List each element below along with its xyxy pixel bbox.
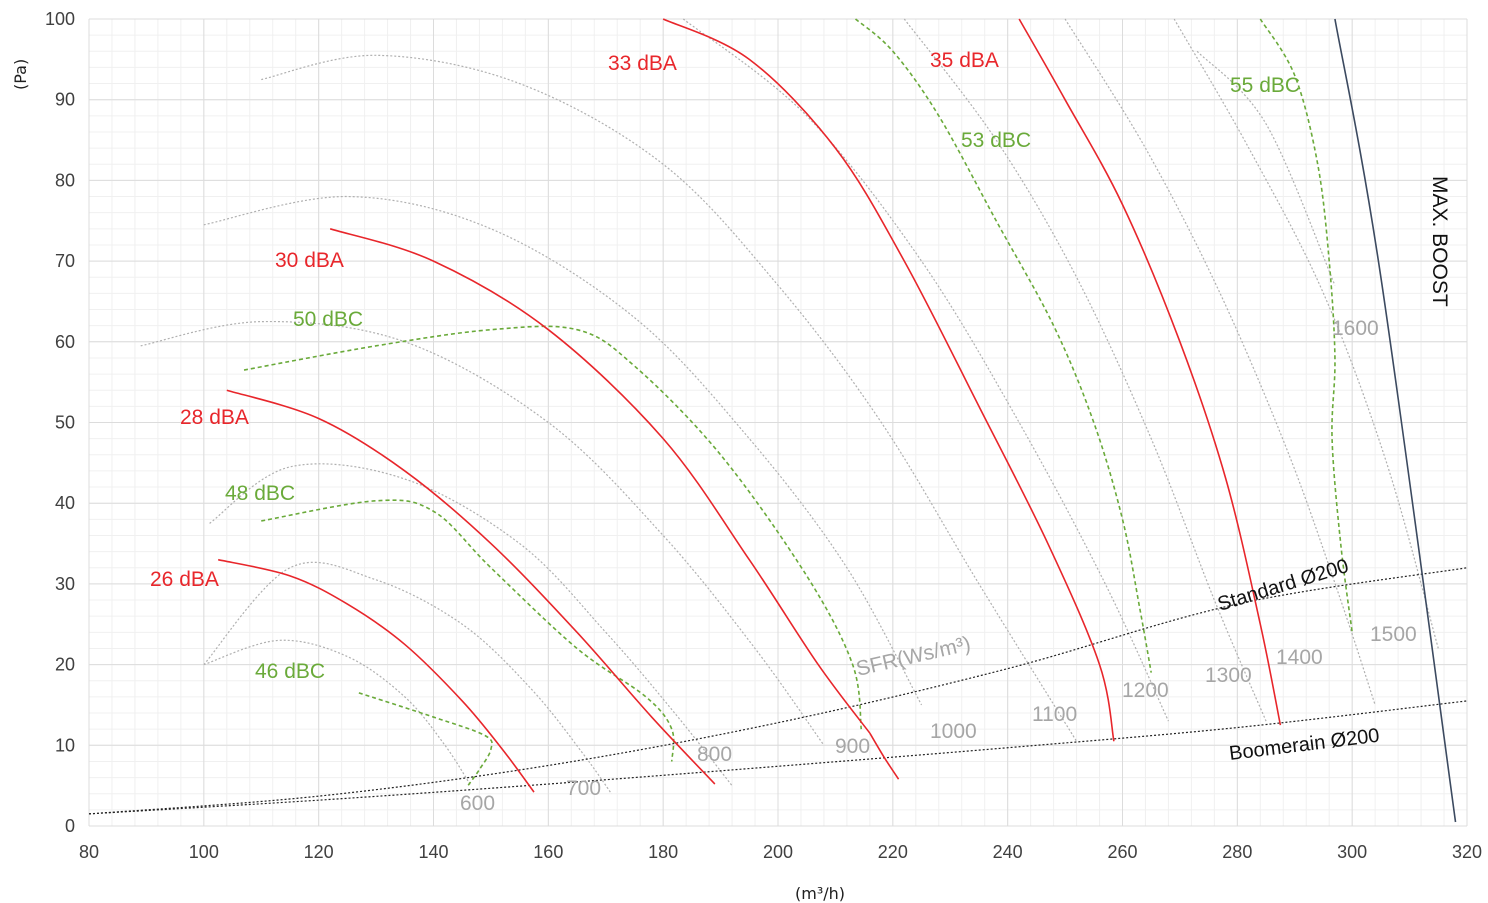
dba-curve-3 [662, 18, 1115, 742]
fan-speed-curve-9 [1173, 18, 1439, 649]
label-35-dba: 35 dBA [930, 49, 999, 72]
label-700: 700 [566, 777, 601, 800]
x-tick-label: 80 [79, 842, 99, 862]
label-1600: 1600 [1332, 317, 1379, 340]
x-tick-label: 200 [763, 842, 793, 862]
label-30-dba: 30 dBA [275, 249, 344, 272]
fan-speed-curve-8 [1064, 18, 1376, 706]
label-28-dba: 28 dBA [180, 406, 249, 429]
label-800: 800 [697, 743, 732, 766]
dbc-curve-1 [261, 499, 675, 762]
y-tick-label: 10 [55, 735, 75, 755]
fan-speed-curve-6 [682, 18, 1169, 722]
fan-speed-curve-2 [209, 463, 733, 787]
y-tick-label: 50 [55, 413, 75, 433]
axis-ticks: 80 100 120 140 160 180 200 220 240 260 280 300 320 0 1… [45, 9, 1482, 862]
dba-curve-1 [226, 389, 716, 785]
dbc-curves [243, 18, 1353, 787]
label-1100: 1100 [1032, 703, 1077, 726]
x-tick-label: 220 [878, 842, 908, 862]
fan-speed-curve-5 [261, 54, 1078, 742]
x-tick-label: 180 [648, 842, 678, 862]
x-tick-label: 140 [418, 842, 448, 862]
x-tick-label: 280 [1222, 842, 1252, 862]
label-1300: 1300 [1205, 664, 1252, 687]
label-53-dbc: 53 dBC [961, 129, 1031, 152]
label-boomerain-d200: Boomerain Ø200 [1228, 725, 1381, 765]
label-1200: 1200 [1122, 679, 1169, 702]
fan-speed-curve-3 [140, 320, 825, 746]
y-tick-label: 80 [55, 170, 75, 190]
y-tick-label: 70 [55, 251, 75, 271]
x-tick-label: 320 [1452, 842, 1482, 862]
fan-speed-curve-0 [203, 639, 472, 786]
label-sfr: SFR(Ws/m³) [854, 632, 973, 681]
label-48-dbc: 48 dBC [225, 482, 295, 505]
dba-curve-2 [329, 228, 871, 734]
x-tick-label: 160 [533, 842, 563, 862]
label-max-boost: MAX. BOOST [1428, 176, 1451, 307]
x-tick-label: 120 [304, 842, 334, 862]
dbc-curve-2 [243, 325, 863, 730]
y-tick-label: 100 [45, 9, 75, 29]
x-axis-title: (m³/h) [795, 884, 845, 903]
label-600: 600 [460, 792, 495, 815]
dba-curves [218, 18, 1282, 793]
dba-curve-0 [218, 558, 535, 793]
y-tick-label: 40 [55, 493, 75, 513]
y-tick-label: 60 [55, 332, 75, 352]
label-1000: 1000 [930, 720, 977, 743]
y-tick-label: 30 [55, 574, 75, 594]
dbc-curve-0 [358, 692, 493, 787]
max-boost-line [1334, 18, 1457, 823]
x-tick-label: 260 [1107, 842, 1137, 862]
label-46-dbc: 46 dBC [255, 660, 325, 683]
x-tick-label: 240 [993, 842, 1023, 862]
fan-speed-curve-10 [1196, 50, 1336, 286]
label-900: 900 [835, 735, 870, 758]
max-boost-curve [1334, 18, 1457, 823]
label-33-dba: 33 dBA [608, 52, 677, 75]
y-axis-title: (Pa) [11, 59, 30, 90]
x-tick-label: 100 [189, 842, 219, 862]
label-55-dbc: 55 dBC [1230, 74, 1300, 97]
dbc-curve-3 [854, 18, 1152, 673]
dba-curve-5 [869, 732, 900, 780]
label-50-dbc: 50 dBC [293, 308, 363, 331]
label-1400: 1400 [1276, 646, 1323, 669]
x-tick-label: 300 [1337, 842, 1367, 862]
label-26-dba: 26 dBA [150, 568, 219, 591]
label-1500: 1500 [1370, 623, 1417, 646]
fan-speed-curve-4 [203, 195, 923, 706]
y-tick-label: 0 [65, 816, 75, 836]
y-tick-label: 20 [55, 655, 75, 675]
fan-speed-curves [140, 18, 1439, 795]
fan-speed-curve-1 [203, 561, 612, 795]
major-grid [88, 18, 1468, 827]
dba-curve-4 [1018, 18, 1282, 726]
y-tick-label: 90 [55, 90, 75, 110]
